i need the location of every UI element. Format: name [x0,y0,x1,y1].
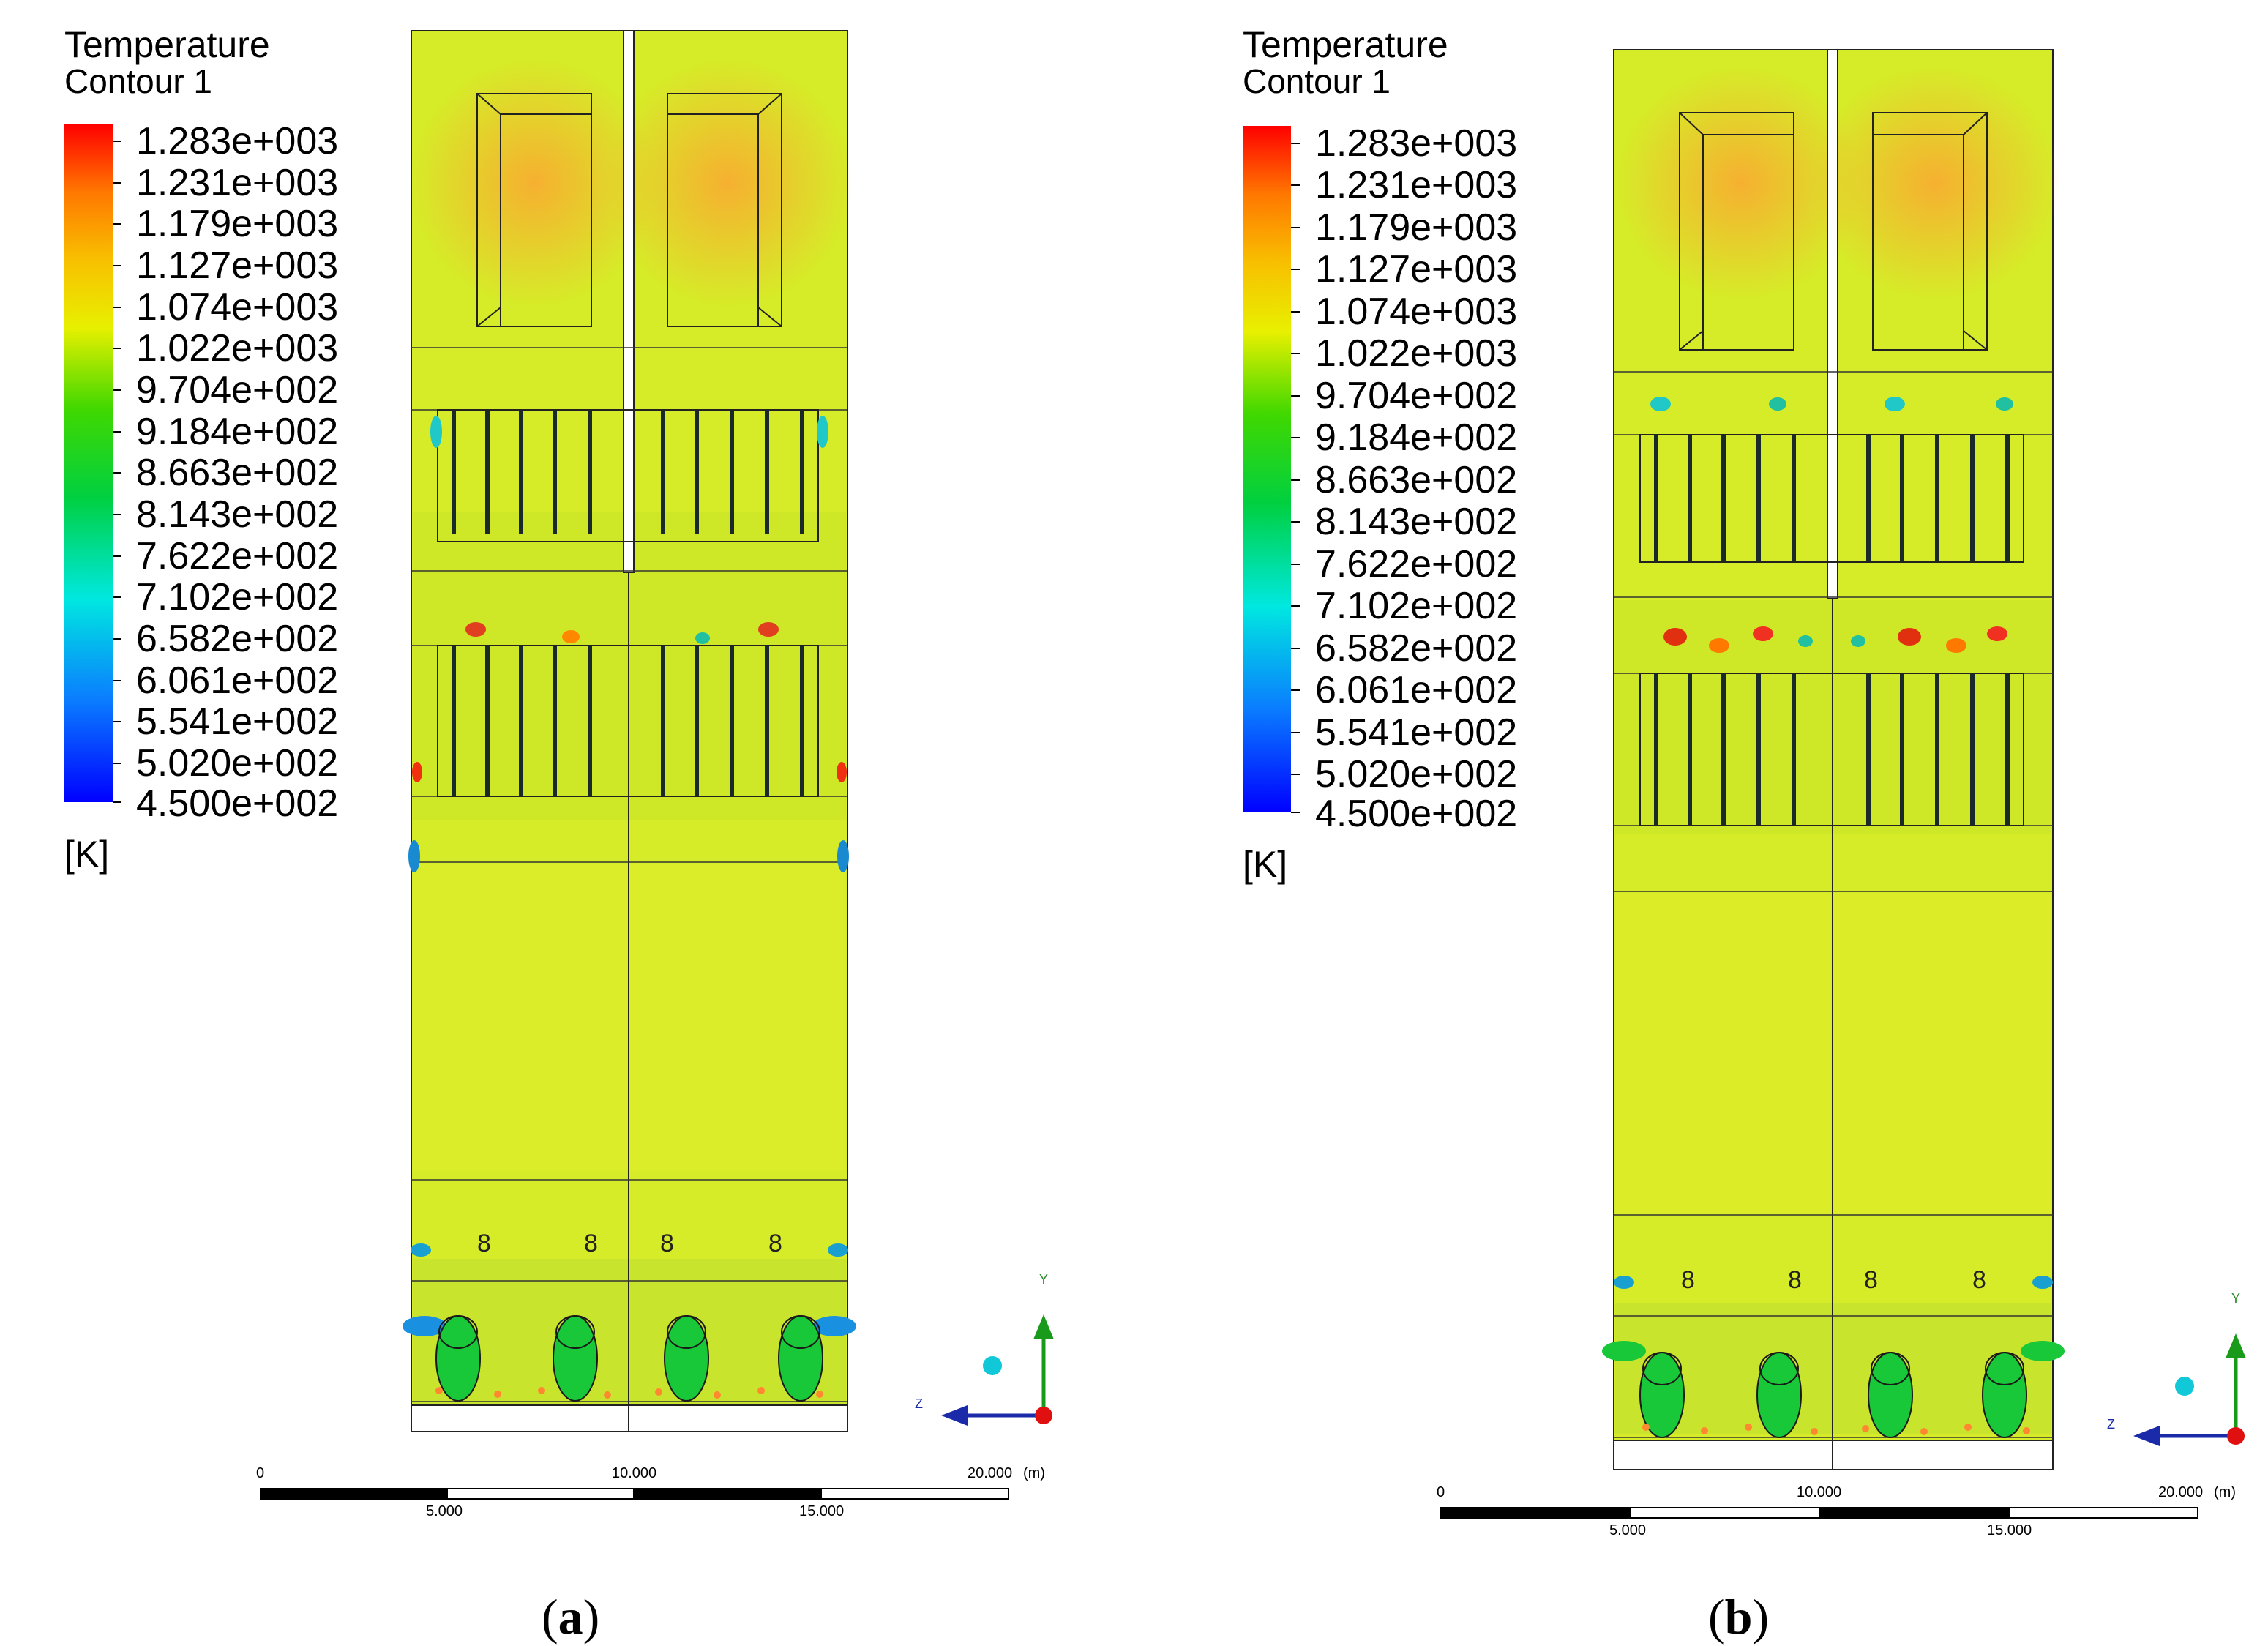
tube-bank-upper [1654,435,2010,562]
caption-letter: a [558,1589,583,1645]
legend-title-text: Temperature [64,24,270,65]
svg-text:8: 8 [1788,1266,1802,1294]
panel-caption: (a) [542,1589,600,1645]
hearth-spots [435,1387,823,1399]
tube-bank-upper [452,410,804,534]
axis-z-label: Z [2107,1417,2115,1432]
scale-label: 5.000 [426,1503,463,1519]
unit-label: [K] [64,834,110,875]
scale-label: 20.000 [968,1465,1013,1481]
colorbar-ticks [1291,143,1300,813]
legend-title-text: Temperature [1243,24,1448,65]
svg-text:8: 8 [768,1230,782,1257]
tick-label: 9.184e+002 [136,411,339,453]
tick-label: 8.143e+002 [136,493,339,536]
scale-label: 20.000 [2158,1484,2204,1500]
hot-zone-right [1811,66,2059,300]
burner-boxes [1679,112,1988,351]
tube-bank-lower [452,646,804,796]
svg-text:8: 8 [660,1230,674,1257]
tick-label: 1.127e+003 [1315,248,1518,291]
tick-label: 1.074e+003 [1315,291,1518,333]
scale-label: (m) [1023,1465,1045,1481]
axis-y-label: Y [1039,1272,1049,1287]
scale-label: 15.000 [1987,1522,2032,1538]
tick-label: 1.022e+003 [136,327,339,370]
turbulent-spots [1602,397,2065,1361]
tick-label: 6.582e+002 [1315,627,1518,670]
tick-label: 1.022e+003 [1315,332,1518,375]
tick-label: 1.283e+003 [1315,122,1518,165]
tube-bank-lower [1654,673,2010,826]
svg-text:8: 8 [1681,1266,1695,1294]
colorbar [64,124,113,802]
tick-label: 9.184e+002 [1315,416,1518,459]
tick-label: 7.622e+002 [136,535,339,577]
tick-label: 6.582e+002 [136,618,339,660]
unit-label: [K] [1243,844,1288,885]
tick-label: 8.663e+002 [136,452,339,494]
turbulent-spots [403,416,856,1336]
scale-label: (m) [2214,1484,2236,1500]
axis-z-label: Z [915,1396,923,1411]
tick-label: 8.143e+002 [1315,501,1518,543]
tick-label: 5.541e+002 [1315,711,1518,754]
tick-label: 1.127e+003 [136,244,339,287]
tick-label: 5.541e+002 [136,700,339,743]
hearth-spots [1642,1424,2030,1435]
tick-label: 1.283e+003 [136,120,339,162]
tick-label: 5.020e+002 [136,742,339,785]
tick-label: 7.102e+002 [1315,585,1518,627]
tick-label: 6.061e+002 [1315,669,1518,711]
scale-label: 0 [1437,1484,1445,1500]
scale-label: 0 [256,1465,265,1481]
legend-title: Temperature Contour 1 [64,26,270,100]
tick-label: 9.704e+002 [1315,375,1518,417]
axis-triad [941,1314,1054,1426]
colorbar-ticks [113,141,121,803]
tick-label: 5.020e+002 [1315,753,1518,796]
tick-label: 4.500e+002 [1315,793,1518,835]
contour-plot-a: 8 8 8 8 [64,30,1054,1500]
scale-bar [260,1488,1009,1500]
colorbar [1243,126,1291,812]
panel-a: Temperature Contour 1 [0,0,1134,1645]
svg-text:8: 8 [477,1230,491,1257]
caption-letter: b [1724,1589,1753,1645]
hot-zone-left [410,59,659,307]
burner-boxes [476,93,782,327]
tick-label: 1.179e+003 [1315,206,1518,249]
hot-zone-right [604,59,853,307]
tick-label: 1.179e+003 [136,203,339,245]
division-wall [1827,49,1838,599]
legend-subtitle: Contour 1 [64,62,213,100]
scale-label: 5.000 [1609,1522,1647,1538]
panel-b: Temperature Contour 1 [1134,0,2267,1645]
tick-label: 7.102e+002 [136,576,339,618]
axis-y-label: Y [2231,1291,2241,1306]
panel-caption: (b) [1708,1589,1770,1645]
tick-label: 7.622e+002 [1315,543,1518,586]
tick-label: 1.074e+003 [136,286,339,329]
burner-flames [1639,1352,2027,1438]
tick-label: 1.231e+003 [136,162,339,204]
scale-label: 10.000 [612,1465,657,1481]
axis-triad [2133,1333,2246,1446]
scale-label: 10.000 [1797,1484,1842,1500]
tick-label: 8.663e+002 [1315,459,1518,501]
tick-label: 1.231e+003 [1315,164,1518,206]
legend-title: Temperature Contour 1 [1243,26,1448,100]
svg-text:8: 8 [584,1230,598,1257]
legend-subtitle: Contour 1 [1243,62,1391,100]
tick-label: 4.500e+002 [136,782,339,825]
scale-bar [1440,1507,2198,1519]
scale-label: 15.000 [799,1503,845,1519]
tick-label: 9.704e+002 [136,369,339,411]
division-wall [623,30,635,573]
svg-text:8: 8 [1972,1266,1986,1294]
svg-text:8: 8 [1864,1266,1878,1294]
tick-label: 6.061e+002 [136,659,339,702]
contour-plot-b: 8 8 8 8 [1243,49,2246,1519]
